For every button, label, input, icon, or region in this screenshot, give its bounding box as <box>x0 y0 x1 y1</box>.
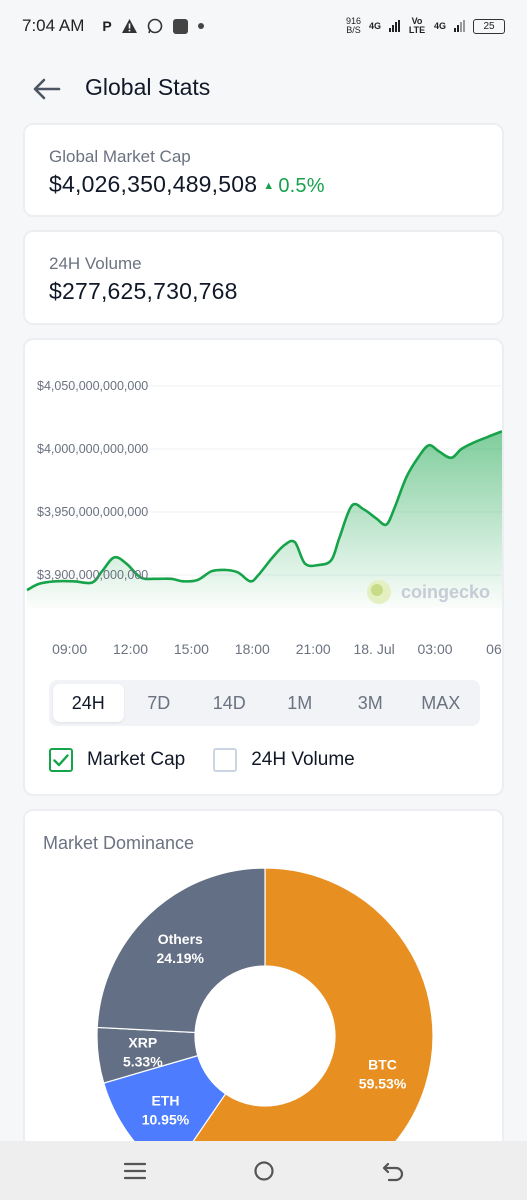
donut-slice-others[interactable] <box>96 867 266 1034</box>
volume-checkbox[interactable] <box>213 748 238 772</box>
battery-icon: 25 <box>473 18 505 34</box>
market-cap-card: Global Market Cap $4,026,350,489,508 ▲ 0.5… <box>23 123 504 217</box>
menu-icon <box>123 1162 146 1179</box>
donut-label-name: Others <box>158 931 203 947</box>
range-14d-button[interactable]: 14D <box>212 692 246 713</box>
market-cap-toggle[interactable]: Market Cap <box>49 748 185 772</box>
market-cap-amount: $4,026,350,489,508 <box>49 171 258 197</box>
back-button[interactable] <box>30 72 64 106</box>
x-tick-label: 12:00 <box>113 641 148 657</box>
y-tick-label: $4,050,000,000,000 <box>37 379 148 393</box>
volte-indicator: Vo LTE <box>408 16 426 35</box>
x-tick-label: 06: <box>486 641 502 657</box>
dot-icon <box>197 23 204 29</box>
chart-area <box>27 431 502 608</box>
home-button[interactable] <box>244 1151 284 1191</box>
range-24h-button[interactable]: 24H <box>53 684 124 722</box>
donut-label-value: 10.95% <box>142 1111 190 1127</box>
market-cap-label: Global Market Cap <box>49 147 191 166</box>
dominance-title: Market Dominance <box>43 833 195 853</box>
network-type-1: 4G <box>368 20 381 31</box>
donut-label-name: ETH <box>151 1092 179 1108</box>
back-icon <box>382 1162 403 1181</box>
range-selector: 24H 7D 14D 1M 3M MAX <box>49 680 480 726</box>
warning-icon <box>121 19 137 33</box>
range-max-button[interactable]: MAX <box>421 692 461 713</box>
range-1m-button[interactable]: 1M <box>287 692 313 713</box>
x-tick-label: 09:00 <box>52 641 87 657</box>
volume-toggle-label: 24H Volume <box>251 749 355 770</box>
donut-label-value: 5.33% <box>123 1053 163 1069</box>
network-speed: 916 B/S <box>345 16 361 35</box>
system-back-button[interactable] <box>373 1151 413 1191</box>
volume-card: 24H Volume $277,625,730,768 <box>23 230 504 325</box>
y-tick-label: $4,000,000,000,000 <box>37 442 148 456</box>
y-tick-label: $3,950,000,000,000 <box>37 505 148 519</box>
donut-label-value: 24.19% <box>157 950 205 966</box>
range-3m-button[interactable]: 3M <box>357 692 383 713</box>
market-cap-checkbox[interactable] <box>49 748 73 772</box>
check-icon <box>53 753 69 766</box>
y-tick-label: $3,900,000,000,000 <box>37 568 148 582</box>
header: Global Stats <box>0 64 527 112</box>
volume-label: 24H Volume <box>49 254 142 273</box>
coingecko-watermark: coingecko <box>367 580 490 604</box>
market-cap-chart: $4,050,000,000,000 $4,000,000,000,000 $3,9… <box>26 379 502 657</box>
caret-up-icon: ▲ <box>263 180 275 192</box>
status-bar: 7:04 AM P 916 B/S 4G Vo LTE 4G 25 <box>0 0 527 52</box>
system-nav-bar <box>0 1141 527 1200</box>
recent-apps-button[interactable] <box>115 1151 155 1191</box>
arrow-left-icon <box>33 78 61 100</box>
volume-toggle[interactable]: 24H Volume <box>213 748 355 772</box>
chart-line <box>26 430 502 592</box>
range-7d-button[interactable]: 7D <box>147 692 171 713</box>
market-cap-change: 0.5% <box>278 175 325 197</box>
dominance-donut-chart: BTC 59.53% ETH 10.95% XRP 5.33% Others 24.19% <box>96 867 434 1200</box>
volume-value: $277,625,730,768 <box>49 278 238 304</box>
whatsapp-icon <box>147 18 163 34</box>
donut-label-value: 59.53% <box>359 1075 407 1091</box>
series-toggles: Market Cap 24H Volume <box>49 748 383 772</box>
market-cap-value: $4,026,350,489,508 ▲ 0.5% <box>49 171 325 198</box>
app-icon <box>172 18 188 34</box>
coingecko-watermark-text: coingecko <box>401 582 490 602</box>
donut-slice-btc[interactable] <box>169 867 434 1200</box>
home-icon <box>253 1160 274 1181</box>
signal-icon-2 <box>454 20 465 32</box>
coingecko-logo-inner <box>371 584 383 596</box>
dominance-card: Market Dominance BTC 59.53% ETH 10.95% XRP 5.… <box>23 809 504 1200</box>
donut-label-name: XRP <box>128 1034 157 1050</box>
network-type-2: 4G <box>433 20 446 31</box>
page-title: Global Stats <box>85 74 211 100</box>
market-cap-toggle-label: Market Cap <box>87 749 186 770</box>
x-tick-label: 03:00 <box>417 641 452 657</box>
chart-card: $4,050,000,000,000 $4,000,000,000,000 $3,9… <box>23 338 504 796</box>
parking-icon: P <box>102 18 112 34</box>
x-tick-label: 18:00 <box>235 641 270 657</box>
signal-icon-1 <box>388 20 400 32</box>
status-time: 7:04 AM <box>22 16 85 35</box>
x-tick-label: 21:00 <box>296 641 331 657</box>
donut-label-name: BTC <box>368 1056 397 1072</box>
x-tick-label: 15:00 <box>174 641 209 657</box>
x-tick-label: 18. Jul <box>353 641 394 657</box>
